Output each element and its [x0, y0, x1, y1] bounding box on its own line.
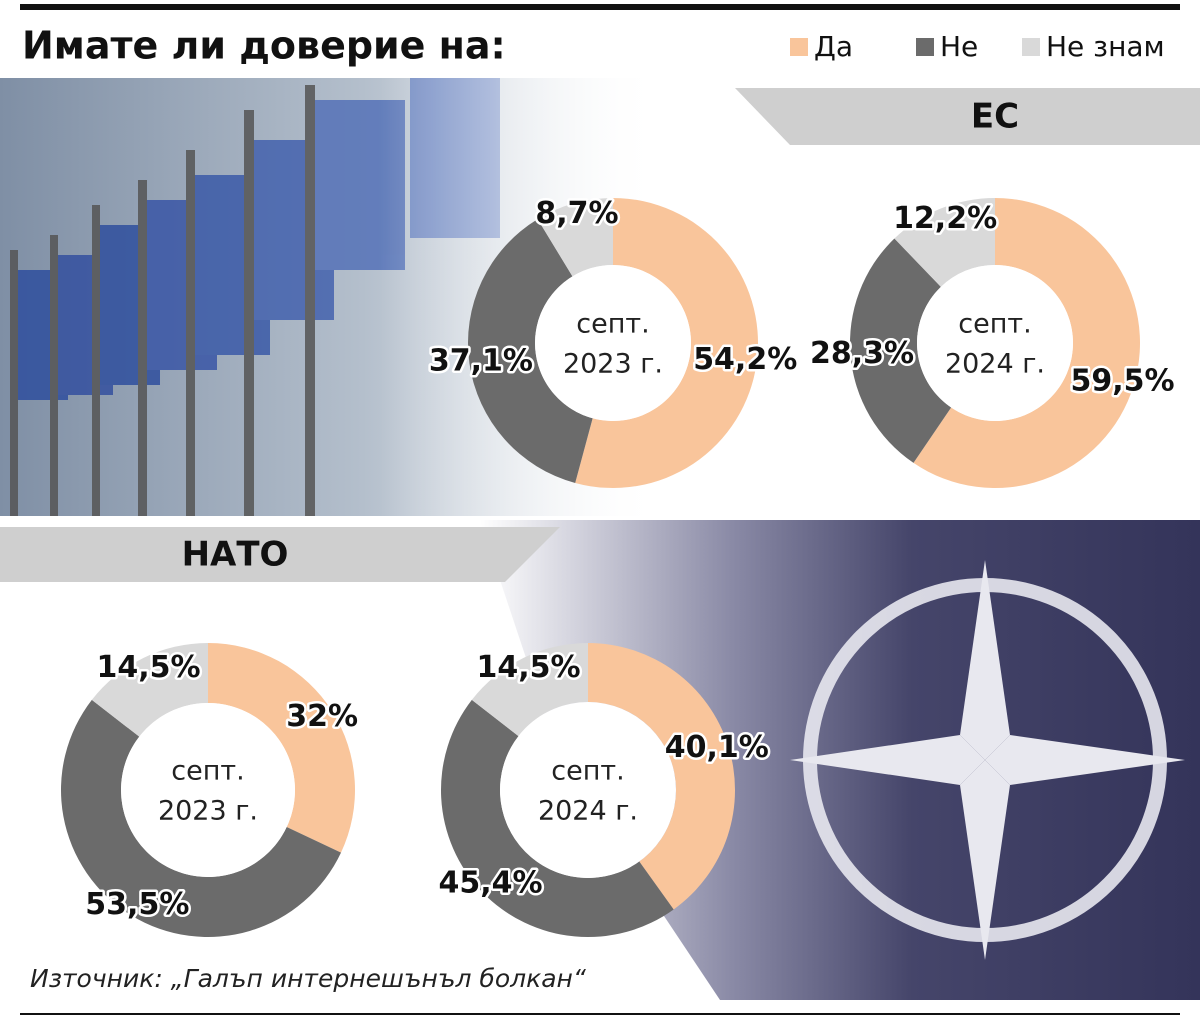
donut-segment — [913, 198, 1140, 488]
donut-segment — [440, 699, 674, 938]
donut-segment — [575, 198, 758, 488]
legend-swatch — [916, 38, 934, 56]
value-label: 14,5% — [476, 650, 580, 685]
value-label: 40,1% — [665, 730, 769, 765]
center-label: 2023 г. — [158, 796, 258, 827]
legend-label: Да — [814, 30, 853, 63]
section-banner — [0, 527, 560, 582]
donut-segment — [588, 643, 736, 910]
donut-hole — [121, 703, 295, 877]
donut-segment — [471, 643, 588, 737]
donut-segment — [91, 643, 208, 737]
value-label: 32% — [286, 699, 358, 734]
value-label: 45,4% — [439, 865, 543, 900]
donut-segment — [467, 219, 593, 483]
center-label: септ. — [576, 309, 649, 340]
donut-hole — [535, 265, 691, 421]
legend-swatch — [790, 38, 808, 56]
center-label: септ. — [551, 756, 624, 787]
section-banner — [735, 88, 1200, 145]
center-label: септ. — [958, 309, 1031, 340]
top-rule — [20, 4, 1180, 10]
value-label: 53,5% — [85, 887, 189, 922]
value-label: 28,3% — [810, 336, 914, 371]
center-label: 2024 г. — [538, 796, 638, 827]
center-label: 2024 г. — [945, 349, 1045, 380]
value-label: 14,5% — [96, 650, 200, 685]
donut-segment — [849, 238, 952, 463]
donut-hole — [500, 702, 676, 878]
bottom-rule — [20, 1013, 1180, 1015]
value-label: 12,2% — [893, 201, 997, 236]
legend-label: Не — [940, 30, 978, 63]
source: Източник: „Галъп интернешънъл болкан“ — [30, 964, 587, 993]
value-label: 8,7% — [535, 196, 618, 231]
donut-segment — [60, 699, 342, 937]
value-label: 37,1% — [429, 343, 533, 378]
title: Имате ли доверие на: — [22, 24, 506, 68]
section-label: ЕС — [971, 97, 1019, 137]
donut-segment — [894, 198, 995, 287]
value-label: 59,5% — [1070, 364, 1174, 399]
nato-emblem — [790, 560, 1185, 960]
section-label: НАТО — [182, 535, 289, 575]
donut-hole — [917, 265, 1073, 421]
value-label: 54,2% — [693, 342, 797, 377]
center-label: 2023 г. — [563, 349, 663, 380]
legend-swatch — [1022, 38, 1040, 56]
donut-segment — [208, 643, 355, 853]
legend-label: Не знам — [1046, 30, 1165, 63]
donut-segment — [537, 198, 613, 277]
center-label: септ. — [171, 756, 244, 787]
